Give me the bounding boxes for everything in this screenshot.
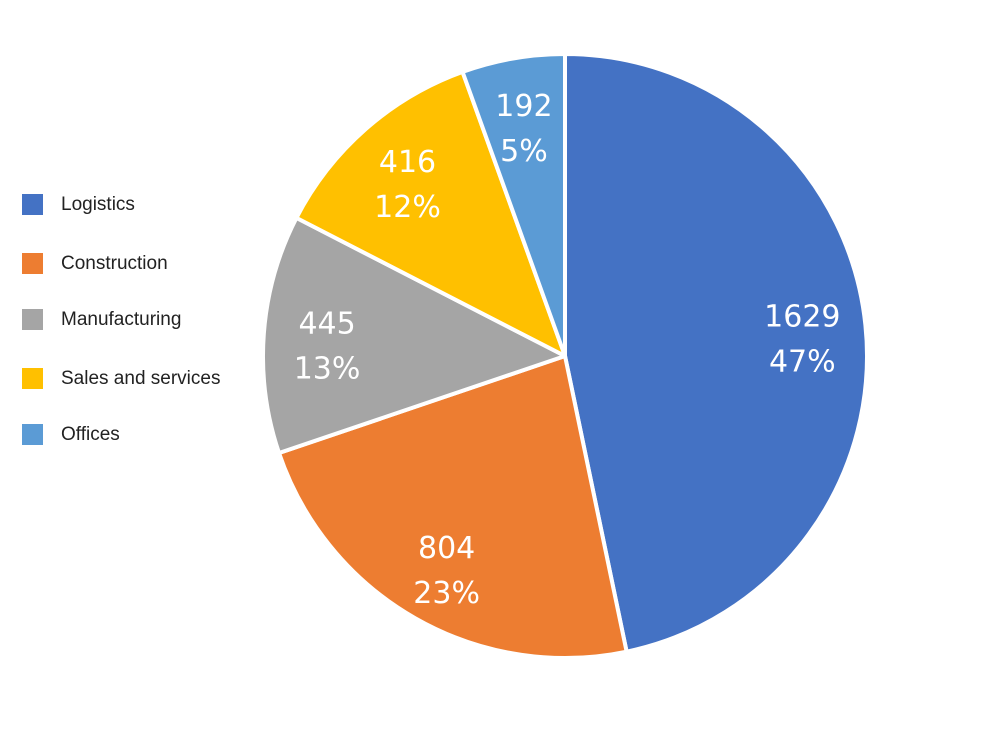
legend-label-logistics: Logistics — [61, 194, 135, 215]
pie-slice-logistics — [563, 52, 869, 654]
data-label-percent-sales-and-services: 12% — [374, 190, 441, 225]
data-label-percent-manufacturing: 13% — [294, 351, 361, 386]
data-label-value-sales-and-services: 416 — [379, 145, 436, 180]
pie-slice-construction — [277, 354, 629, 660]
data-label-percent-logistics: 47% — [769, 345, 836, 380]
data-label-percent-offices: 5% — [500, 134, 548, 169]
legend-swatch-manufacturing — [22, 309, 43, 330]
pie-data-labels: 1629 47% 804 23% 445 13% 416 12% 192 5% — [294, 89, 841, 611]
legend-label-offices: Offices — [61, 424, 120, 445]
legend-label-manufacturing: Manufacturing — [61, 309, 182, 330]
pie-slice-offices — [460, 52, 567, 358]
pie-slices — [261, 52, 869, 660]
data-label-value-manufacturing: 445 — [298, 306, 355, 341]
data-label-value-logistics: 1629 — [764, 300, 840, 335]
legend-swatch-sales-and-services — [22, 368, 43, 389]
legend-swatch-logistics — [22, 194, 43, 215]
legend-swatch-construction — [22, 253, 43, 274]
data-label-value-offices: 192 — [495, 89, 552, 124]
legend-swatch-offices — [22, 424, 43, 445]
pie-slice-manufacturing — [261, 215, 567, 456]
legend-label-sales-and-services: Sales and services — [61, 368, 221, 389]
legend-label-construction: Construction — [61, 253, 168, 274]
pie-slice-sales-and-services — [294, 69, 567, 358]
data-label-value-construction: 804 — [418, 531, 475, 566]
data-label-percent-construction: 23% — [413, 576, 480, 611]
